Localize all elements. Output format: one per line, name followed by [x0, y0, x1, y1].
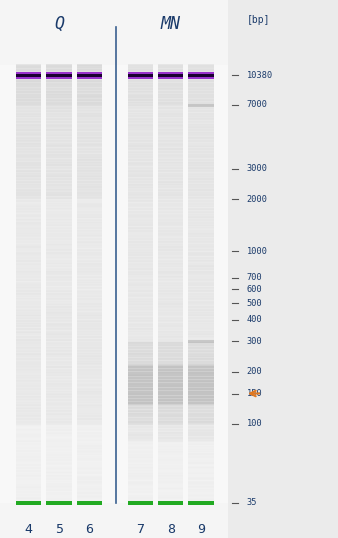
Bar [128, 74, 153, 77]
Bar [16, 74, 41, 77]
Bar [77, 65, 102, 503]
Text: 7000: 7000 [247, 101, 268, 110]
Text: 35: 35 [247, 498, 257, 507]
Bar [158, 65, 183, 503]
Bar [16, 65, 41, 503]
Text: 2000: 2000 [247, 195, 268, 203]
Bar [46, 501, 72, 505]
Bar [189, 341, 214, 343]
Text: 3000: 3000 [247, 164, 268, 173]
Bar [46, 65, 72, 503]
Text: 4: 4 [25, 523, 33, 536]
Bar [128, 501, 153, 505]
Bar [16, 501, 41, 505]
Bar [77, 72, 102, 79]
Bar [16, 72, 41, 79]
Text: 5: 5 [55, 523, 63, 536]
Text: 500: 500 [247, 299, 263, 308]
Bar [46, 74, 72, 77]
Bar [77, 74, 102, 77]
Text: 10380: 10380 [247, 71, 273, 80]
Bar [158, 72, 183, 79]
Bar [189, 65, 214, 503]
Bar [189, 72, 214, 79]
Text: 700: 700 [247, 273, 263, 282]
Text: 9: 9 [197, 523, 205, 536]
Bar [228, 0, 338, 537]
Text: MN: MN [161, 15, 181, 33]
Text: 100: 100 [247, 420, 263, 428]
Bar [46, 72, 72, 79]
Text: 1000: 1000 [247, 246, 268, 256]
Bar [77, 501, 102, 505]
Bar [128, 72, 153, 79]
Text: 6: 6 [86, 523, 94, 536]
Text: 7: 7 [136, 523, 144, 536]
Bar [158, 74, 183, 77]
Bar [189, 74, 214, 77]
Text: 200: 200 [247, 367, 263, 377]
Text: 150: 150 [247, 389, 263, 398]
Text: Q: Q [54, 15, 64, 33]
Text: 300: 300 [247, 337, 263, 346]
Bar [128, 65, 153, 503]
Text: [bp]: [bp] [247, 15, 270, 25]
Bar [0, 65, 228, 503]
Bar [189, 501, 214, 505]
Bar [189, 104, 214, 107]
Text: 8: 8 [167, 523, 175, 536]
Text: 400: 400 [247, 315, 263, 324]
Bar [158, 501, 183, 505]
Text: 600: 600 [247, 285, 263, 294]
